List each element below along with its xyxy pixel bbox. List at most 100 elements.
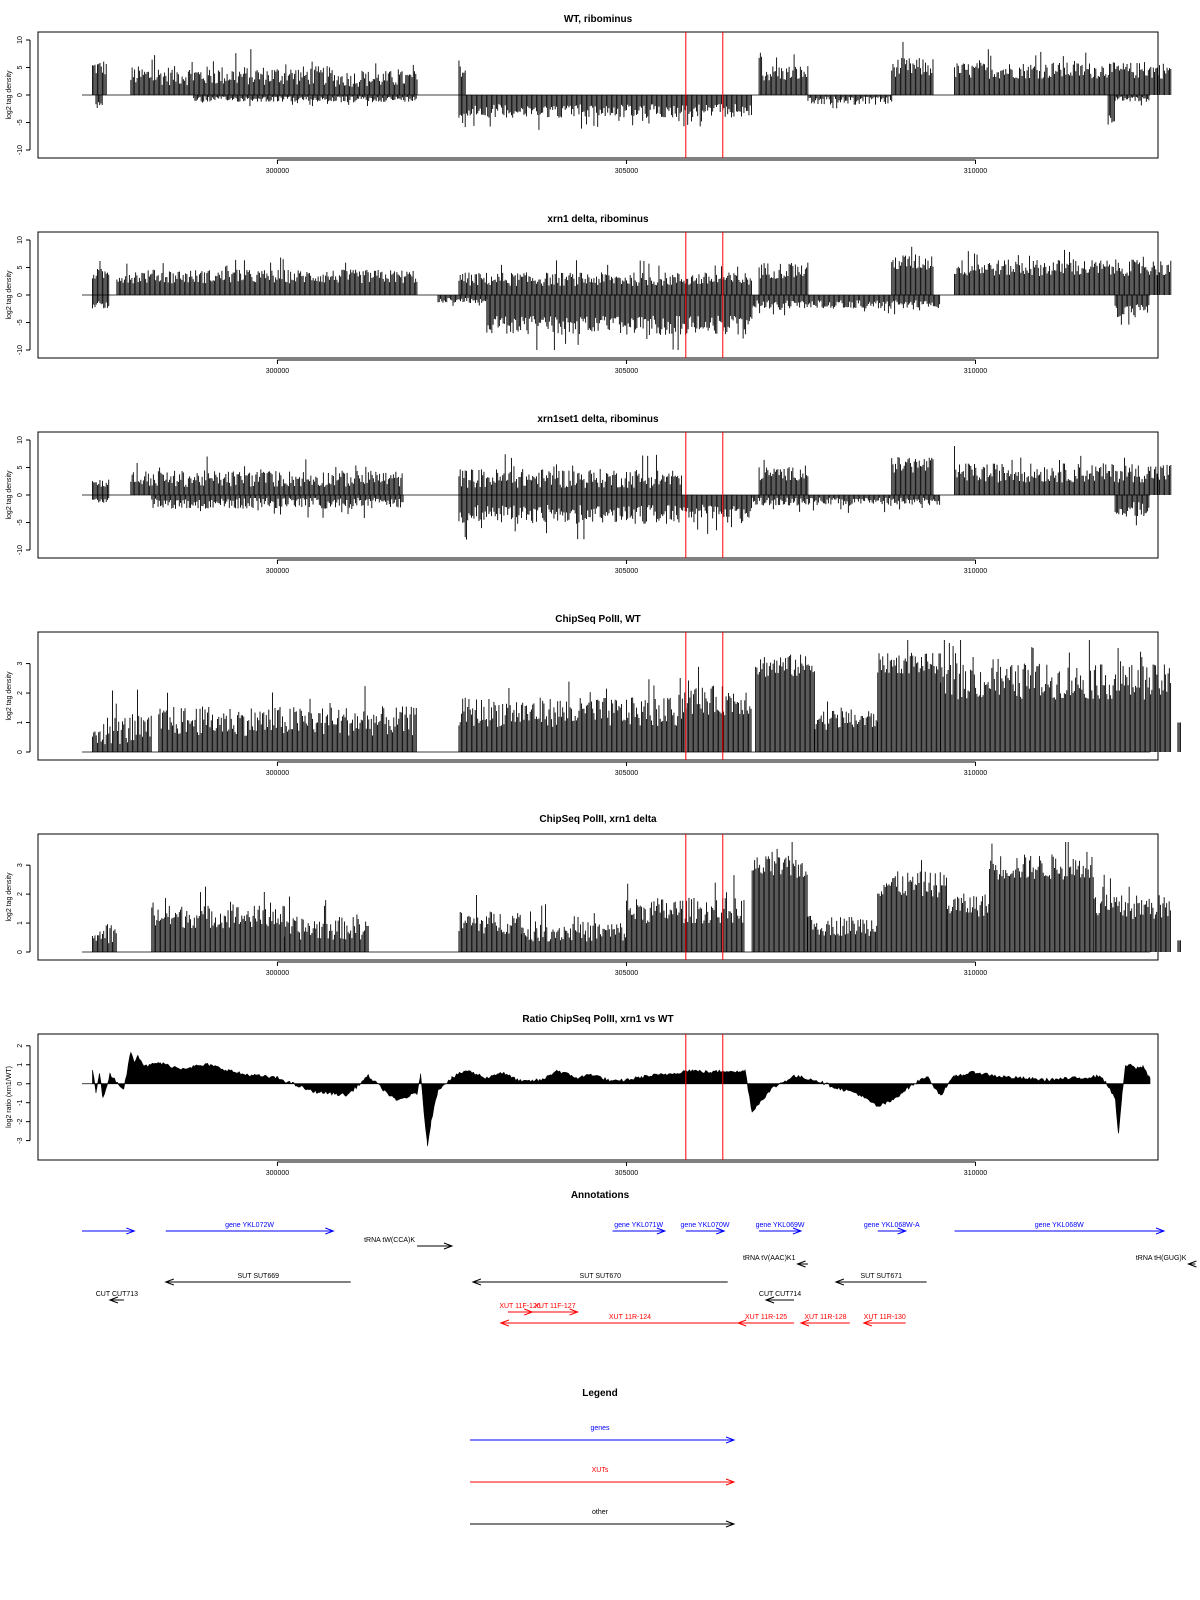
signal-bars-negative [193,95,417,107]
signal-bars-positive [807,915,878,952]
signal-bar-path [92,689,152,752]
signal-bar-path [947,893,990,952]
y-tick-label: 0 [17,1082,24,1086]
signal-bars-positive [92,61,107,95]
panel-3: xrn1set1 delta, ribominus -10 -5 0 5 10 log2 t… [6,414,1172,575]
arrow-head-icon [569,1308,580,1316]
annotation-other: tRNA tH(GUG)K [1136,1255,1197,1268]
y-tick-label: 10 [17,436,24,444]
y-tick-label: -5 [17,119,24,125]
y-axis-label: log2 tag density [6,470,13,520]
signal-bar-path [458,60,466,95]
annotation-label: SUT SUT669 [238,1273,280,1280]
plot-frame [37,1033,1159,1161]
signal-bar-path [458,454,682,495]
signal-bars-negative [95,95,103,108]
signal-bars-positive [814,701,878,752]
x-tick-label: 305000 [615,970,638,977]
annotation-xut: XUT 11F-127 [532,1303,580,1316]
signal-bars-positive [751,842,808,952]
signal-bar-path [193,95,417,107]
arrow-head-icon [799,1319,810,1327]
annotations-title: Annotations [571,1190,630,1201]
signal-bars-negative [807,95,893,109]
signal-bars-positive [891,457,934,495]
annotation-other: SUT SUT669 [164,1273,351,1286]
y-tick-label: 1 [17,1063,24,1067]
signal-bars-positive [1177,940,1181,952]
annotation-label: CUT CUT713 [96,1291,138,1298]
annotation-xut: XUT 11R-124 [499,1314,760,1327]
annotation-label: gene YKL069W [756,1222,805,1229]
annotation-gene: gene YKL069W [756,1222,805,1235]
signal-bars-positive [458,454,682,495]
annotations-track: Annotations gene YKL072W gene YKL071W gene … [82,1190,1197,1327]
annotation-other: CUT CUT713 [96,1291,138,1304]
x-tick-label: 300000 [266,770,289,777]
arrow-head-icon [736,1319,747,1327]
signal-bars-positive [458,260,752,295]
annotation-label: tRNA tV(AAC)K1 [743,1255,796,1262]
signal-bars-positive [92,260,110,295]
y-tick-label: -5 [17,519,24,525]
signal-bar-path [458,894,522,952]
signal-bar-path [151,886,285,952]
annotation-other: tRNA tW(CCA)K [364,1237,454,1250]
signal-bars-negative [151,495,404,518]
annotation-xut: XUT 11R-130 [862,1314,906,1327]
signal-bar-path [458,495,752,540]
signal-bars-positive [92,689,152,752]
x-tick-label: 300000 [266,168,289,175]
signal-bars-positive [758,262,809,295]
arrow-head-icon [834,1278,845,1286]
signal-bars-negative [92,295,110,309]
y-tick-label: 10 [17,36,24,44]
panel-4: ChipSeq PolII, WT 0 1 2 3 log2 tag density 300… [6,614,1181,777]
panel-title: xrn1set1 delta, ribominus [537,414,659,425]
legend-item: genes [470,1425,736,1444]
signal-bars-negative [458,495,752,540]
annotation-xut: XUT 11F-126 [499,1303,541,1316]
signal-bar-path [954,446,1172,495]
signal-bars-positive [283,896,369,952]
signal-bars-negative [751,295,941,316]
y-tick-label: 0 [17,293,24,297]
annotation-gene: gene YKL068W-A [864,1222,920,1235]
signal-bar-path [458,260,752,295]
annotation-label: tRNA tH(GUG)K [1136,1255,1187,1262]
x-tick-label: 300000 [266,368,289,375]
legend: Legend genes XUTs other [470,1388,736,1528]
signal-bars-positive [332,63,418,95]
annotation-label: tRNA tW(CCA)K [364,1237,415,1244]
legend-label: genes [590,1425,610,1432]
y-tick-label: 10 [17,236,24,244]
signal-bar-path [95,95,103,108]
signal-bars-positive [758,52,809,95]
annotation-label: gene YKL068W-A [864,1222,920,1229]
panel-6: Ratio ChipSeq PolII, xrn1 vs WT -3 -2 -1 0 1 2… [6,1014,1159,1177]
signal-bar-path [130,456,403,495]
x-tick-label: 310000 [964,568,987,575]
annotation-label: XUT 11F-127 [534,1303,575,1310]
x-tick-label: 305000 [615,368,638,375]
signal-bars-positive [1177,722,1181,752]
annotation-gene [82,1227,136,1235]
signal-bar-path [130,49,333,95]
signal-bars-negative [751,495,941,513]
ratio-area [92,1051,1151,1147]
annotation-label: XUT 11R-130 [864,1314,906,1321]
y-tick-label: 1 [17,921,24,925]
annotation-label: gene YKL068W [1035,1222,1084,1229]
signal-bar-path [486,295,753,350]
y-tick-label: -2 [17,1118,24,1124]
y-tick-label: -10 [17,345,24,355]
signal-bars-positive [458,894,522,952]
y-tick-label: 2 [17,1044,24,1048]
x-tick-label: 305000 [615,1170,638,1177]
y-tick-label: 3 [17,662,24,666]
signal-bar-path [891,457,934,495]
legend-item: other [470,1509,736,1528]
arrow-head-icon [325,1227,335,1235]
signal-bar-path [92,479,110,495]
signal-bar-path [1114,95,1150,106]
